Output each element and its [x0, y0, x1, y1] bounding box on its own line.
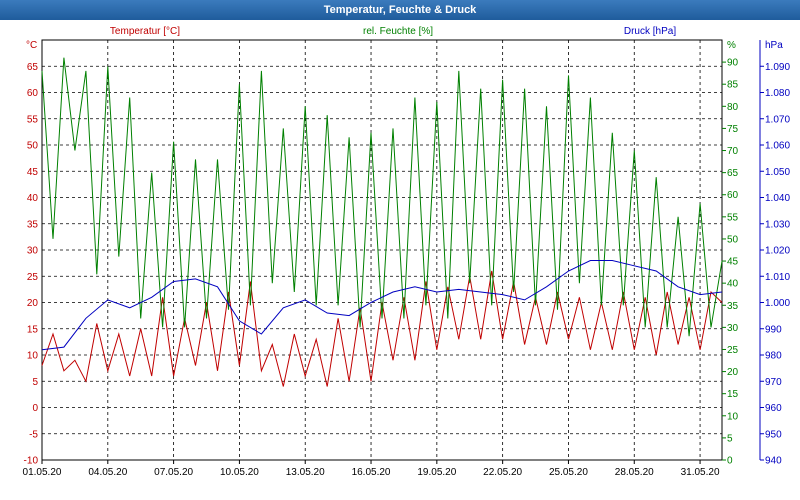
humidity-tick-label: 10 — [727, 411, 739, 422]
temperature-tick-label: 50 — [27, 141, 39, 152]
pressure-series-line — [41, 260, 723, 351]
humidity-tick-label: 50 — [727, 234, 739, 245]
pressure-tick-label: 1.010 — [765, 272, 790, 283]
humidity-tick-label: 25 — [727, 345, 739, 356]
temperature-axis-label: Temperatur [°C] — [110, 26, 180, 37]
humidity-tick-label: 75 — [727, 124, 739, 135]
temperature-tick-label: 10 — [27, 351, 39, 362]
temperature-tick-label: 0 — [32, 403, 38, 414]
x-tick-label: 28.05.20 — [615, 467, 654, 478]
x-tick-label: 22.05.20 — [483, 467, 522, 478]
temperature-tick-label: 25 — [27, 272, 39, 283]
humidity-tick-label: 35 — [727, 301, 739, 312]
pressure-tick-label: 1.090 — [765, 62, 790, 73]
chart-title: Temperatur, Feuchte & Druck — [0, 0, 800, 20]
pressure-axis-label: Druck [hPa] — [624, 26, 676, 37]
x-tick-label: 07.05.20 — [154, 467, 193, 478]
x-tick-label: 19.05.20 — [417, 467, 456, 478]
x-tick-label: 10.05.20 — [220, 467, 259, 478]
humidity-tick-label: 0 — [727, 456, 733, 467]
temperature-tick-label: 5 — [32, 377, 38, 388]
humidity-tick-label: 20 — [727, 367, 739, 378]
humidity-tick-label: 15 — [727, 389, 739, 400]
pressure-tick-label: 960 — [765, 403, 782, 414]
pressure-tick-label: 1.030 — [765, 219, 790, 230]
humidity-tick-label: 90 — [727, 58, 739, 69]
x-tick-label: 25.05.20 — [549, 467, 588, 478]
x-tick-label: 16.05.20 — [352, 467, 391, 478]
humidity-tick-label: 5 — [727, 433, 733, 444]
humidity-tick-label: 55 — [727, 212, 739, 223]
humidity-tick-label: 70 — [727, 146, 739, 157]
temperature-tick-label: 35 — [27, 219, 39, 230]
pressure-tick-label: 1.050 — [765, 167, 790, 178]
temperature-tick-label: -5 — [29, 429, 38, 440]
humidity-tick-label: 85 — [727, 80, 739, 91]
pressure-tick-label: 1.000 — [765, 298, 790, 309]
humidity-unit: % — [727, 40, 736, 51]
temperature-unit: °C — [26, 40, 37, 51]
temperature-tick-label: -10 — [24, 456, 39, 467]
pressure-unit: hPa — [765, 40, 783, 51]
humidity-tick-label: 40 — [727, 279, 739, 290]
series — [41, 57, 723, 387]
pressure-tick-label: 980 — [765, 351, 782, 362]
pressure-tick-label: 1.020 — [765, 246, 790, 257]
humidity-tick-label: 80 — [727, 102, 739, 113]
pressure-tick-label: 1.040 — [765, 193, 790, 204]
pressure-tick-label: 940 — [765, 456, 782, 467]
x-tick-label: 04.05.20 — [88, 467, 127, 478]
x-tick-label: 01.05.20 — [23, 467, 62, 478]
temperature-tick-label: 30 — [27, 246, 39, 257]
pressure-tick-label: 990 — [765, 324, 782, 335]
humidity-tick-label: 65 — [727, 168, 739, 179]
humidity-tick-label: 30 — [727, 323, 739, 334]
pressure-tick-label: 1.070 — [765, 114, 790, 125]
x-tick-label: 31.05.20 — [681, 467, 720, 478]
pressure-tick-label: 970 — [765, 377, 782, 388]
temperature-tick-label: 65 — [27, 62, 39, 73]
temperature-tick-label: 15 — [27, 324, 39, 335]
temperature-tick-label: 20 — [27, 298, 39, 309]
humidity-tick-label: 60 — [727, 190, 739, 201]
humidity-series-line — [41, 57, 723, 337]
temperature-tick-label: 55 — [27, 114, 39, 125]
pressure-tick-label: 950 — [765, 429, 782, 440]
grid — [41, 39, 723, 461]
humidity-tick-label: 45 — [727, 257, 739, 268]
pressure-tick-label: 1.060 — [765, 141, 790, 152]
x-tick-label: 13.05.20 — [286, 467, 325, 478]
temperature-tick-label: 45 — [27, 167, 39, 178]
pressure-tick-label: 1.080 — [765, 88, 790, 99]
humidity-axis-label: rel. Feuchte [%] — [363, 26, 433, 37]
axes: 01.05.20 04.05.20 07.05.20 10.05.20 13.05.20… — [23, 26, 791, 478]
temperature-tick-label: 60 — [27, 88, 39, 99]
temperature-series-line — [41, 270, 723, 387]
temperature-tick-label: 40 — [27, 193, 39, 204]
